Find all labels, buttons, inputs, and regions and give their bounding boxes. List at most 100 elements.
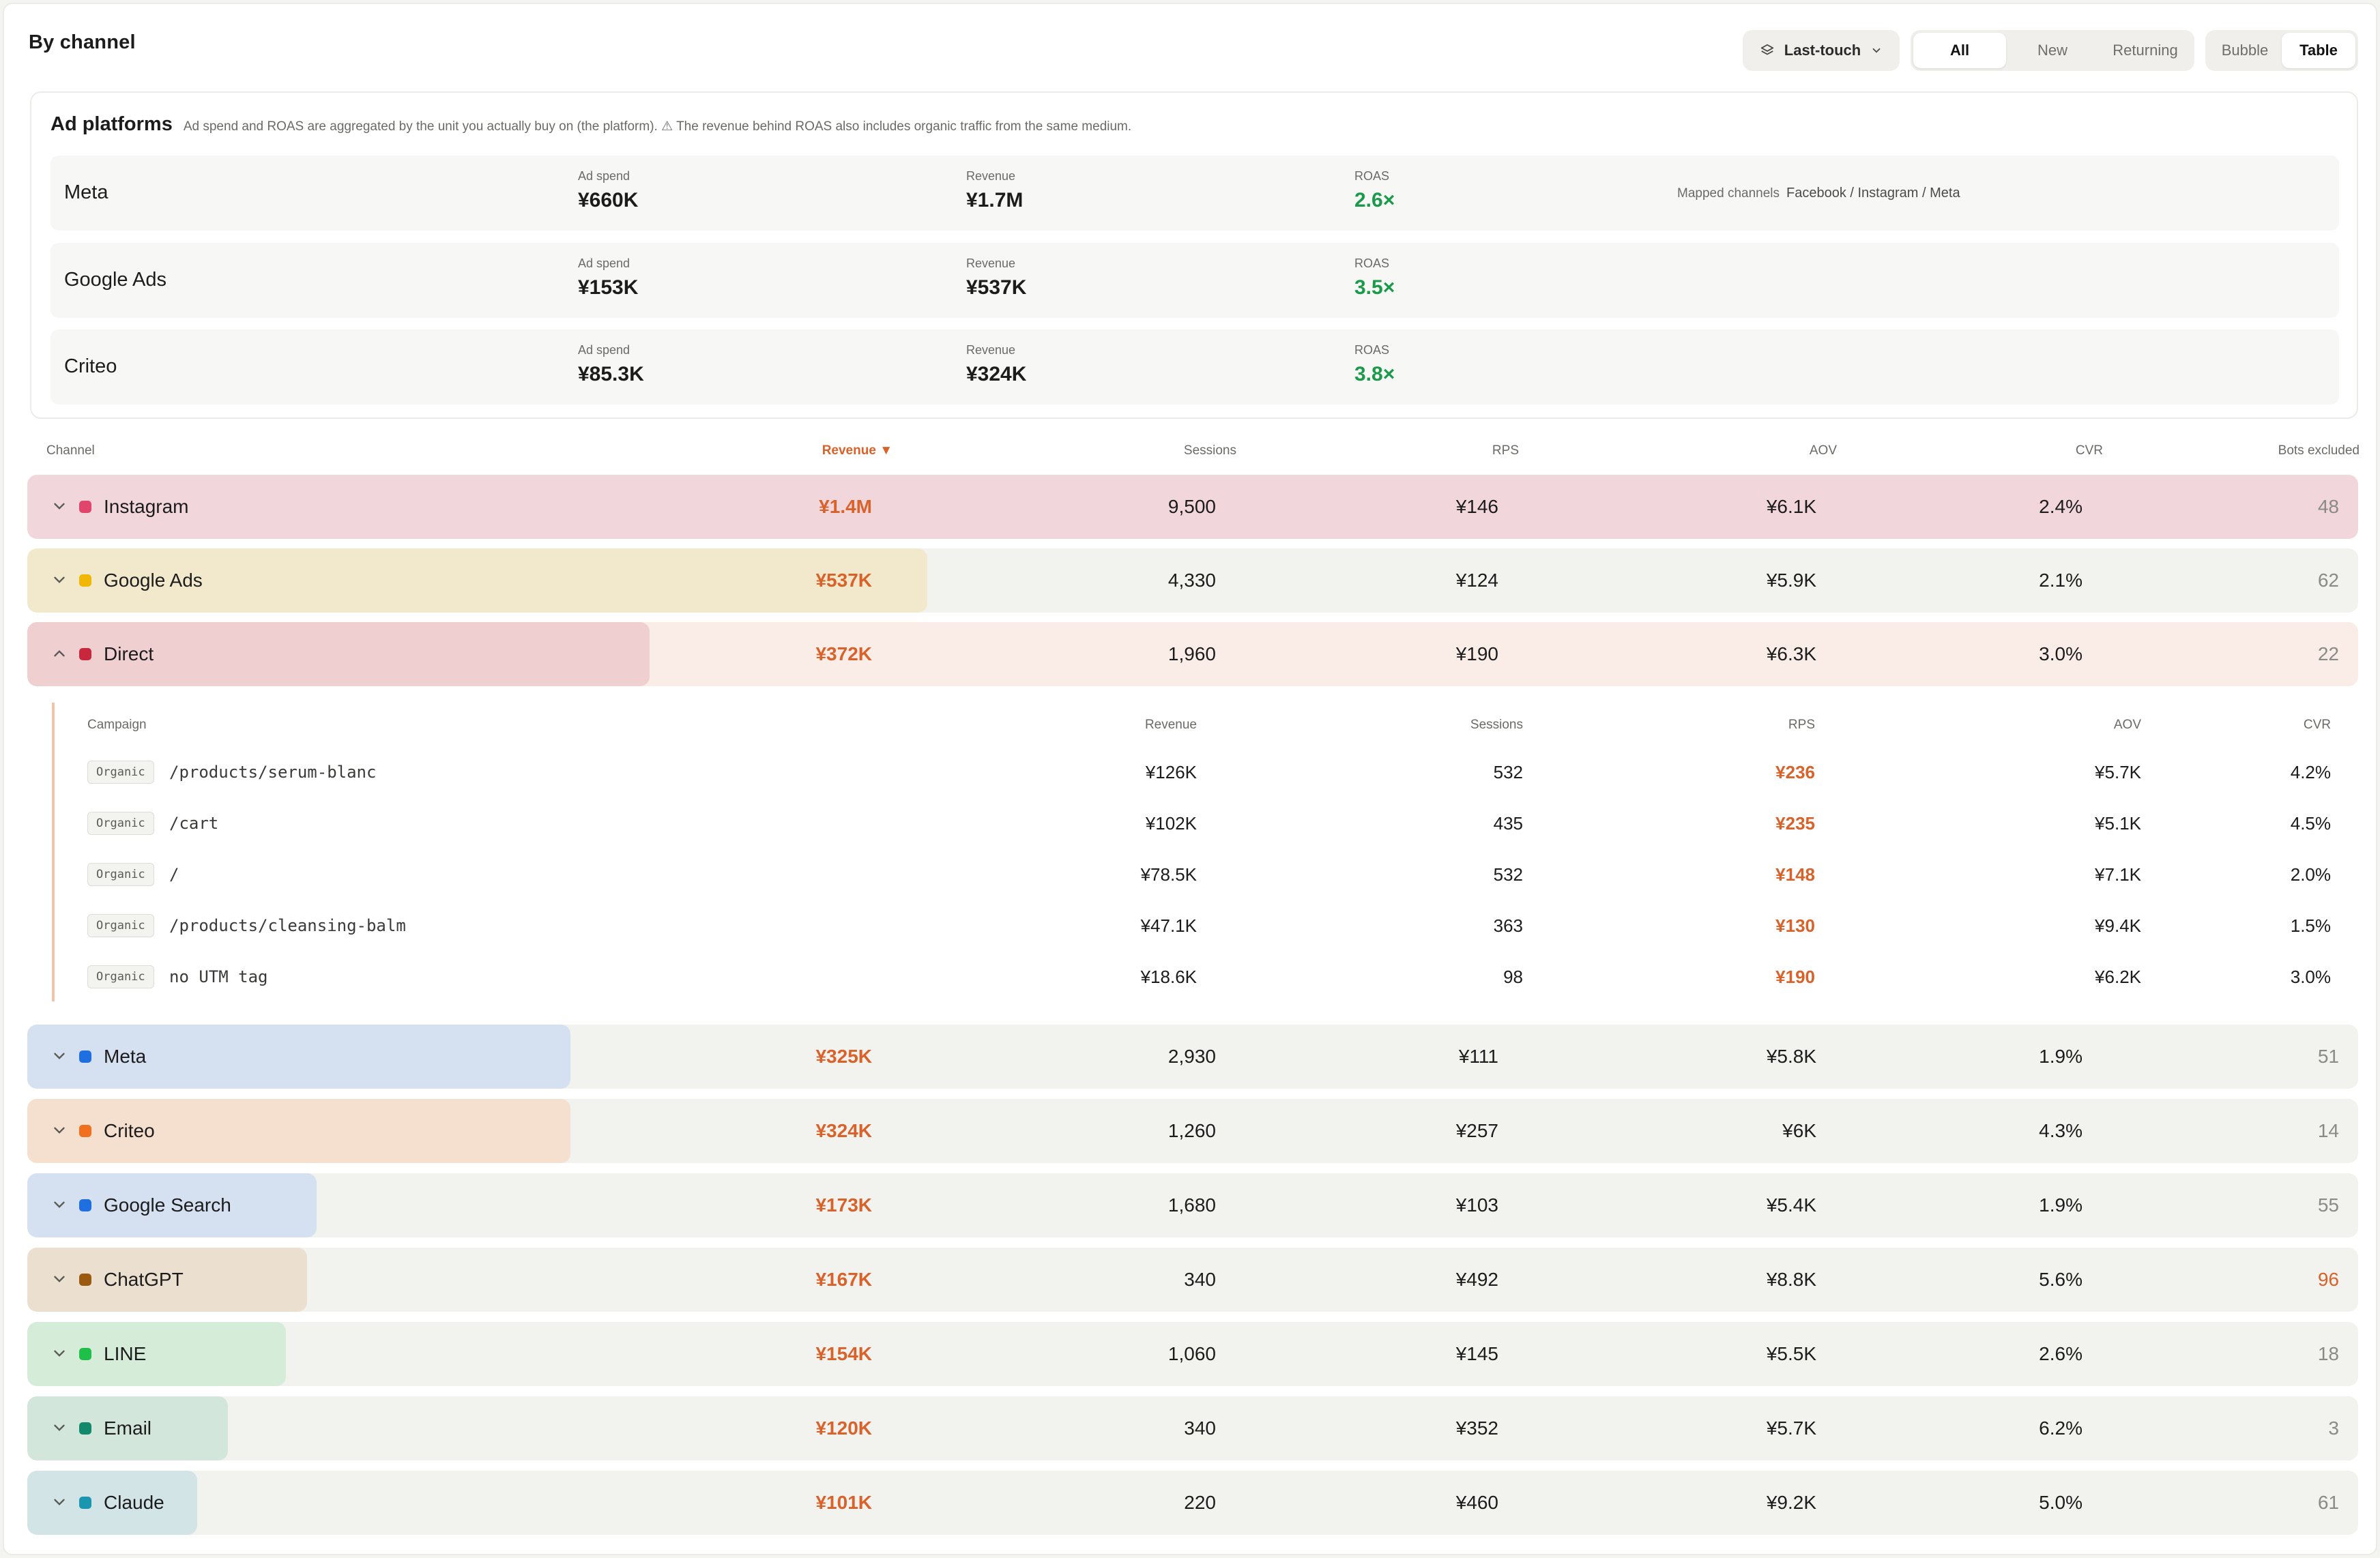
channel-panel: By channel Last-touch All New Returning … [3, 3, 2377, 1555]
sub-header-cvr: CVR [2303, 718, 2331, 732]
sub-header-aov: AOV [2113, 718, 2141, 732]
channel-bots-excluded: 96 [2317, 1269, 2339, 1290]
chevron-up-icon[interactable] [50, 645, 68, 662]
chevron-down-icon[interactable] [50, 497, 68, 515]
channel-rps: ¥190 [1455, 643, 1498, 664]
ad-spend-value: ¥85.3K [578, 363, 644, 385]
header-channel: Channel [46, 443, 95, 458]
sort-desc-icon: ▼ [880, 443, 893, 458]
campaign-row[interactable]: Organic no UTM tag ¥18.6K 98 ¥190 ¥6.2K 3.0% [55, 956, 2358, 997]
channel-aov: ¥9.2K [1766, 1492, 1816, 1513]
campaign-row[interactable]: Organic/cart ¥102K 435 ¥235 ¥5.1K 4.5% [55, 803, 2358, 844]
channel-bots-excluded: 48 [2317, 496, 2339, 517]
ad-spend-label: Ad spend [578, 343, 630, 357]
header-aov[interactable]: AOV [1809, 443, 1837, 458]
channel-row-google-search[interactable]: Google Search ¥173K 1,680 ¥103 ¥5.4K 1.9% 55 [27, 1173, 2358, 1237]
header-bots-excluded[interactable]: Bots excluded [2278, 443, 2360, 458]
chevron-down-icon[interactable] [50, 1121, 68, 1139]
channel-bots-excluded: 55 [2317, 1194, 2339, 1216]
header-sessions[interactable]: Sessions [1183, 443, 1236, 458]
chevron-down-icon[interactable] [50, 1270, 68, 1288]
revenue-share-bar [27, 1025, 570, 1089]
source-tag: Organic [87, 761, 154, 784]
chevron-down-icon[interactable] [50, 1344, 68, 1362]
channel-aov: ¥5.7K [1766, 1417, 1816, 1439]
channel-color-dot [79, 648, 91, 660]
channel-revenue: ¥173K [815, 1194, 872, 1216]
roas-label: ROAS [1354, 343, 1390, 357]
campaign-cvr: 2.0% [2290, 864, 2331, 885]
layers-icon [1760, 43, 1775, 58]
chevron-down-icon[interactable] [50, 1493, 68, 1511]
attribution-dropdown[interactable]: Last-touch [1743, 30, 1900, 71]
channel-row-instagram[interactable]: Instagram ¥1.4M 9,500 ¥146 ¥6.1K 2.4% 48 [27, 475, 2358, 539]
channel-rps: ¥146 [1455, 496, 1498, 517]
channel-color-dot [79, 1422, 91, 1435]
chevron-down-icon[interactable] [50, 571, 68, 589]
attribution-label: Last-touch [1784, 42, 1861, 59]
channel-cvr: 5.0% [2039, 1492, 2082, 1513]
view-bubble[interactable]: Bubble [2221, 42, 2269, 59]
view-toggle: Bubble Table [2205, 30, 2358, 71]
channel-row-line[interactable]: LINE ¥154K 1,060 ¥145 ¥5.5K 2.6% 18 [27, 1322, 2358, 1386]
revenue-value: ¥1.7M [966, 189, 1024, 211]
channel-row-chatgpt[interactable]: ChatGPT ¥167K 340 ¥492 ¥8.8K 5.6% 96 [27, 1248, 2358, 1312]
ad-platforms-header: Ad platforms Ad spend and ROAS are aggre… [50, 113, 1131, 136]
campaign-rps: ¥235 [1775, 813, 1815, 834]
channel-cvr: 3.0% [2039, 643, 2082, 664]
roas-value: 2.6× [1354, 189, 1395, 211]
ad-spend-value: ¥660K [578, 189, 639, 211]
channel-bots-excluded: 22 [2317, 643, 2339, 664]
channel-sessions: 9,500 [1167, 496, 1216, 517]
channel-aov: ¥6.1K [1766, 496, 1816, 517]
channel-row-google-ads[interactable]: Google Ads ¥537K 4,330 ¥124 ¥5.9K 2.1% 62 [27, 548, 2358, 613]
segment-returning[interactable]: Returning [2113, 42, 2178, 59]
header-rps[interactable]: RPS [1492, 443, 1519, 458]
channel-row-direct[interactable]: Direct ¥372K 1,960 ¥190 ¥6.3K 3.0% 22 [27, 622, 2358, 686]
campaign-rps: ¥148 [1775, 864, 1815, 885]
revenue-share-bar [27, 1471, 197, 1535]
campaign-row[interactable]: Organic/products/cleansing-balm ¥47.1K 363… [55, 905, 2358, 946]
channel-color-dot [79, 1125, 91, 1137]
sub-header-campaign: Campaign [87, 718, 147, 732]
ad-platforms-title: Ad platforms [50, 113, 173, 135]
revenue-label: Revenue [966, 169, 1016, 183]
direct-campaigns-table: Campaign Revenue Sessions RPS AOV CVR Or… [52, 703, 2358, 1001]
chevron-down-icon[interactable] [50, 1196, 68, 1214]
channel-rps: ¥145 [1455, 1343, 1498, 1364]
campaign-rps: ¥130 [1775, 915, 1815, 936]
revenue-share-bar [27, 475, 2358, 539]
channel-color-dot [79, 1199, 91, 1211]
channel-sessions: 220 [1184, 1492, 1216, 1513]
chevron-down-icon[interactable] [50, 1047, 68, 1065]
channel-sessions: 340 [1184, 1269, 1216, 1290]
campaign-row[interactable]: Organic / ¥78.5K 532 ¥148 ¥7.1K 2.0% [55, 854, 2358, 895]
segment-new[interactable]: New [2037, 42, 2067, 59]
header-revenue[interactable]: Revenue ▼ [822, 443, 893, 458]
channel-row-meta[interactable]: Meta ¥325K 2,930 ¥111 ¥5.8K 1.9% 51 [27, 1025, 2358, 1089]
view-table[interactable]: Table [2282, 33, 2355, 68]
campaign-sessions: 532 [1493, 762, 1523, 782]
channel-row-claude[interactable]: Claude ¥101K 220 ¥460 ¥9.2K 5.0% 61 [27, 1471, 2358, 1535]
chevron-down-icon[interactable] [50, 1419, 68, 1437]
platform-name: Google Ads [64, 269, 166, 291]
channel-rps: ¥111 [1458, 1046, 1498, 1067]
header-cvr[interactable]: CVR [2075, 443, 2103, 458]
mapped-channels-label: Mapped channels [1677, 186, 1780, 201]
campaign-rps: ¥190 [1775, 967, 1815, 987]
channel-bots-excluded: 14 [2317, 1120, 2339, 1141]
platform-name: Meta [64, 181, 108, 203]
campaign-cvr: 4.2% [2290, 762, 2331, 782]
segment-all[interactable]: All [1913, 33, 2006, 68]
revenue-metric: Revenue ¥1.7M [966, 169, 1023, 212]
channel-name: Claude [104, 1492, 164, 1513]
campaign-aov: ¥5.1K [2095, 813, 2141, 834]
channel-row-email[interactable]: Email ¥120K 340 ¥352 ¥5.7K 6.2% 3 [27, 1396, 2358, 1460]
channel-revenue: ¥372K [815, 643, 872, 664]
campaign-row[interactable]: Organic/products/serum-blanc ¥126K 532 ¥236… [55, 752, 2358, 793]
channel-name: Criteo [104, 1120, 155, 1141]
source-tag: Organic [87, 812, 154, 835]
channel-row-criteo[interactable]: Criteo ¥324K 1,260 ¥257 ¥6K 4.3% 14 [27, 1099, 2358, 1163]
source-tag: Organic [87, 965, 154, 988]
campaign-aov: ¥9.4K [2095, 915, 2141, 936]
